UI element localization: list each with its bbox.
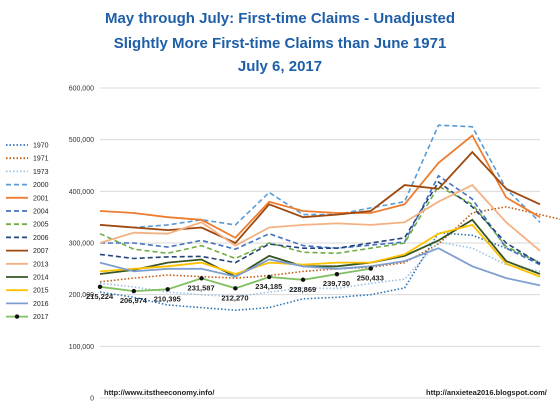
legend-marker-2017 xyxy=(14,314,20,319)
marker-2017 xyxy=(334,271,340,277)
data-label: 206,974 xyxy=(120,296,148,305)
marker-2017 xyxy=(165,287,170,292)
marker-2017 xyxy=(300,277,306,282)
series-line-2014 xyxy=(99,218,541,278)
legend-label-2005: 2005 xyxy=(33,222,49,229)
data-label: 239,730 xyxy=(323,279,350,288)
legend-label-2001: 2001 xyxy=(33,195,49,202)
y-tick-label: 300,000 xyxy=(69,241,94,248)
series-line-2015 xyxy=(99,223,541,278)
data-labels: 215,224 206,974 210,395 231,587 212,270 234,1… xyxy=(86,274,384,305)
legend-label-2006: 2006 xyxy=(33,235,49,242)
legend-label-2015: 2015 xyxy=(33,288,49,295)
chart-title-line-2: Slightly More First-time Claims than Jun… xyxy=(113,35,447,52)
legend-label-1971: 1971 xyxy=(33,156,49,163)
y-tick-label: 500,000 xyxy=(69,137,94,144)
chart-title-line-3: July 6, 2017 xyxy=(237,58,323,75)
marker-2017 xyxy=(97,284,103,290)
legend: 1970 1971 1973 2000 2001 2004 2005 2006 2007 2013… xyxy=(6,143,49,321)
series-line-2013 xyxy=(99,183,541,252)
data-label: 234,185 xyxy=(255,282,282,291)
series-markers xyxy=(97,266,373,294)
y-tick-label: 100,000 xyxy=(69,344,94,351)
marker-2017 xyxy=(199,276,204,281)
gridlines xyxy=(100,87,540,399)
series-line-1970 xyxy=(99,231,541,312)
data-label: 250,433 xyxy=(357,274,384,283)
series-line-2007 xyxy=(99,150,541,245)
footer-source-right: http://anxietea2016.blogspot.com/ xyxy=(426,388,547,397)
series-line-1971 xyxy=(99,205,560,283)
marker-2017 xyxy=(233,286,238,291)
y-tick-label: 400,000 xyxy=(69,189,94,196)
series-line-2004 xyxy=(100,174,541,266)
legend-label-2013: 2013 xyxy=(33,261,49,268)
legend-label-2017: 2017 xyxy=(33,314,49,321)
series-lines xyxy=(99,124,560,312)
marker-2017 xyxy=(368,266,373,271)
marker-2017 xyxy=(267,274,272,280)
legend-label-2016: 2016 xyxy=(33,301,49,308)
data-label: 215,224 xyxy=(86,292,114,301)
series-line-2000 xyxy=(99,124,541,229)
legend-label-2004: 2004 xyxy=(33,209,49,216)
chart-title-line-1: May through July: First-time Claims - Un… xyxy=(104,10,456,27)
legend-label-2000: 2000 xyxy=(33,182,49,189)
series-line-2001 xyxy=(99,134,541,239)
series-line-2016 xyxy=(99,247,541,287)
legend-label-2014: 2014 xyxy=(33,275,49,282)
y-tick-label: 200,000 xyxy=(69,292,94,299)
series-line-2006 xyxy=(99,180,541,265)
series-line-1973 xyxy=(99,241,541,298)
data-label: 212,270 xyxy=(221,293,248,302)
y-tick-label: 0 xyxy=(90,396,94,403)
y-tick-label: 600,000 xyxy=(69,86,94,93)
y-axis-ticks: 0 100,000 200,000 300,000 400,000 500,000 600,… xyxy=(69,86,94,403)
data-label: 228,869 xyxy=(289,285,316,294)
footer-source-left: http://www.itstheeconomy.info/ xyxy=(104,388,215,397)
legend-label-2007: 2007 xyxy=(33,248,49,255)
data-label: 210,395 xyxy=(154,294,181,303)
data-label: 231,587 xyxy=(188,283,215,292)
marker-2017 xyxy=(131,288,137,294)
legend-label-1970: 1970 xyxy=(33,143,49,150)
legend-label-1973: 1973 xyxy=(33,169,49,176)
